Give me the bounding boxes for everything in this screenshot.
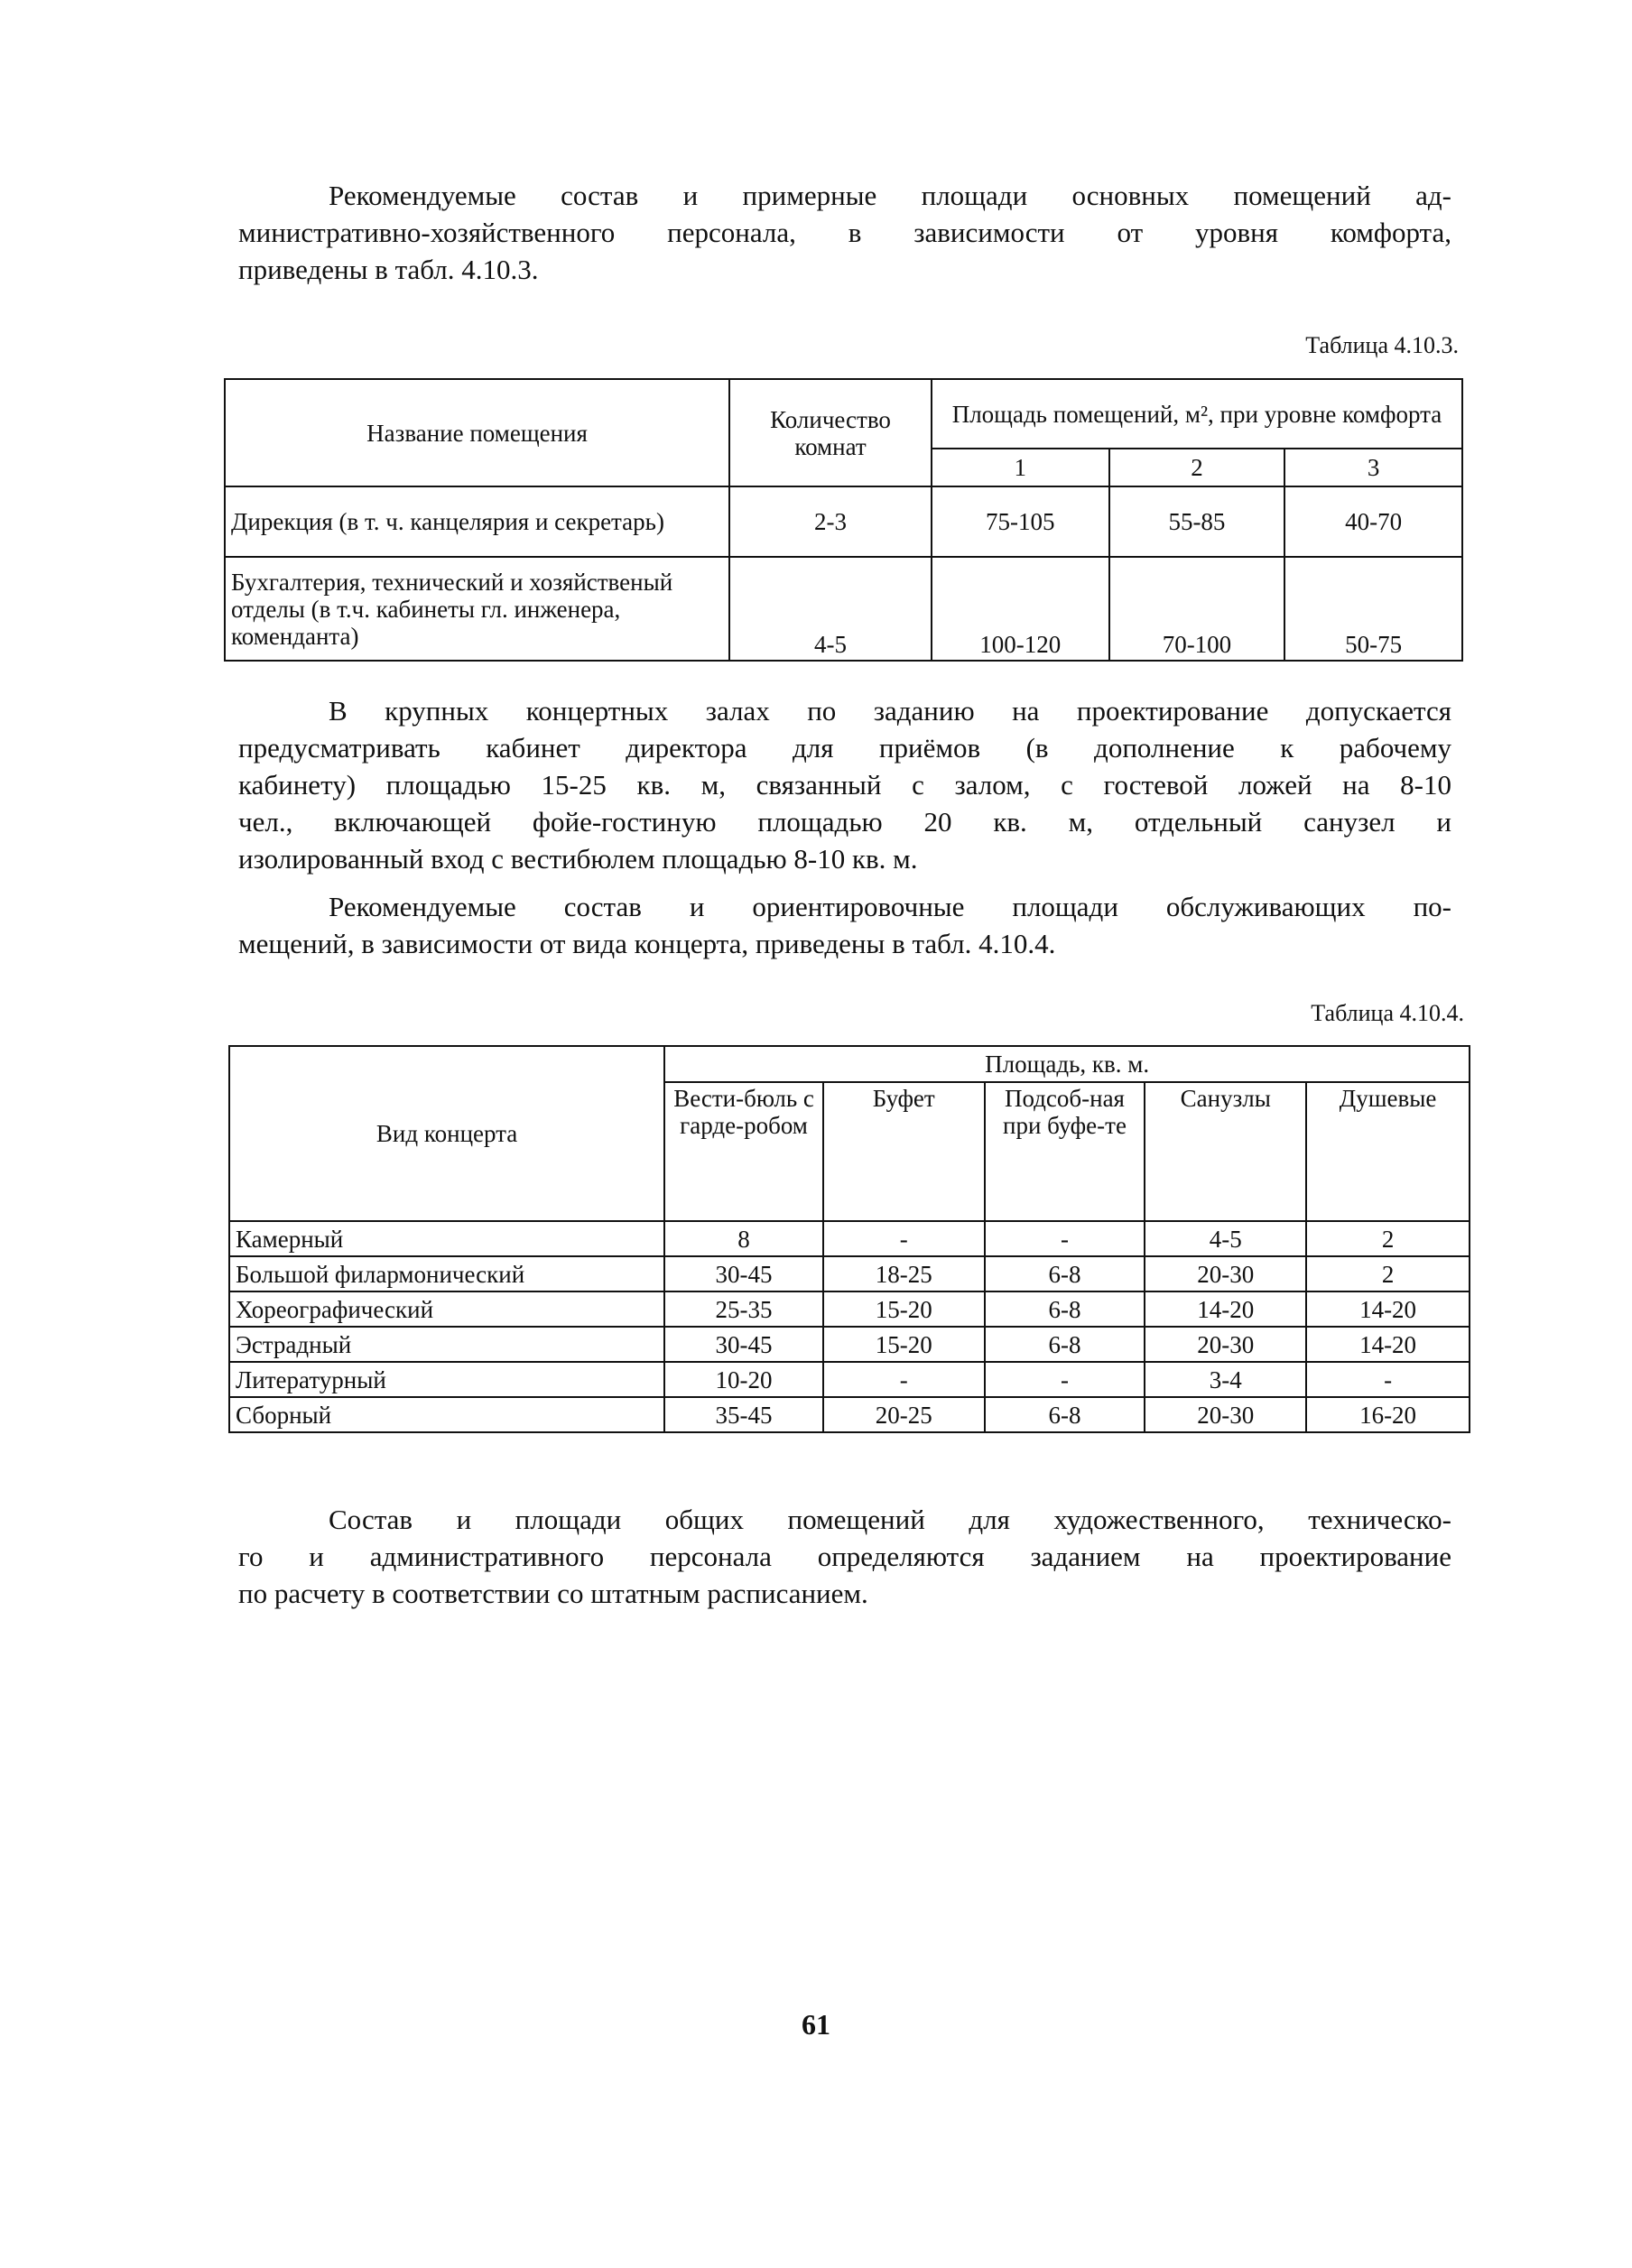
cell: -	[821, 1220, 986, 1257]
cell: -	[821, 1361, 986, 1398]
cell: 15-20	[821, 1291, 986, 1328]
row-name: Бухгалтерия, технический и хозяйственый …	[223, 556, 731, 662]
text-line: мещений, в зависимости от вида концерта,…	[238, 928, 1056, 959]
text-line: Рекомендуемые состав и ориентировочные п…	[329, 891, 1451, 922]
table-row: Хореографический 25-35 15-20 6-8 14-20 14-20	[227, 1291, 1470, 1328]
row-name: Камерный	[227, 1220, 666, 1257]
cell: 25-35	[663, 1291, 824, 1328]
table-row: Эстрадный 30-45 15-20 6-8 20-30 14-20	[227, 1326, 1470, 1363]
text-line: кабинету) площадью 15-25 кв. м, связанны…	[238, 769, 1451, 801]
text-line: Состав и площади общих помещений для худ…	[329, 1504, 1451, 1535]
cell: 55-85	[1108, 486, 1286, 558]
cell: 20-25	[821, 1396, 986, 1433]
header-level: 3	[1284, 448, 1463, 487]
cell: -	[983, 1220, 1146, 1257]
cell: 35-45	[663, 1396, 824, 1433]
header-column: Буфет	[821, 1081, 986, 1222]
cell: 6-8	[983, 1291, 1146, 1328]
header-column: Вести-бюль с гарде-робом	[663, 1081, 824, 1222]
cell: 40-70	[1284, 486, 1463, 558]
cell: 2	[1305, 1220, 1470, 1257]
cell: 14-20	[1305, 1291, 1470, 1328]
text-line: приведены в табл. 4.10.3.	[238, 254, 539, 285]
paragraph-4: Состав и площади общих помещений для худ…	[238, 1501, 1451, 1612]
row-name: Сборный	[227, 1396, 666, 1433]
header-count: Количество комнат	[728, 378, 932, 487]
cell: 4-5	[728, 556, 932, 662]
table-4-10-3-label: Таблица 4.10.3.	[1305, 332, 1459, 358]
cell: 10-20	[663, 1361, 824, 1398]
cell: 20-30	[1144, 1255, 1308, 1292]
row-name: Эстрадный	[227, 1326, 666, 1363]
header-level: 2	[1108, 448, 1286, 487]
table-row: Литературный 10-20- -3-4-	[227, 1361, 1470, 1398]
page-number: 61	[802, 2008, 830, 2041]
cell: 30-45	[663, 1326, 824, 1363]
cell: 6-8	[983, 1255, 1146, 1292]
header-area: Площадь помещений, м², при уровне комфор…	[930, 378, 1464, 449]
text-line: чел., включающей фойе-гостиную площадью …	[238, 806, 1451, 838]
cell: 3-4	[1144, 1361, 1308, 1398]
header-name: Название помещения	[223, 378, 731, 487]
table-row: Большой филармонический 30-45 18-25 6-8 20-3…	[227, 1255, 1470, 1292]
cell: 75-105	[930, 486, 1110, 558]
header-column: Санузлы	[1144, 1081, 1308, 1222]
cell: 8	[663, 1220, 824, 1257]
row-name: Литературный	[227, 1361, 666, 1398]
cell: 100-120	[930, 556, 1110, 662]
cell: 20-30	[1144, 1396, 1308, 1433]
table-4-10-4-label: Таблица 4.10.4.	[1311, 1000, 1464, 1026]
cell: 18-25	[821, 1255, 986, 1292]
table-row: Сборный 35-45 20-25 6-8 20-30 16-20	[227, 1396, 1470, 1433]
paragraph-2: В крупных концертных залах по заданию на…	[238, 692, 1451, 877]
text-line: го и административного персонала определ…	[238, 1541, 1451, 1572]
table-row: Дирекция (в т. ч. канцелярия и секретарь…	[223, 486, 1463, 558]
intro-paragraph: Рекомендуемые состав и примерные площади…	[238, 177, 1451, 288]
paragraph-3: Рекомендуемые состав и ориентировочные п…	[238, 888, 1451, 962]
cell: 2	[1305, 1255, 1470, 1292]
cell: -	[983, 1361, 1146, 1398]
table-row: Камерный 8- -4-5 2	[227, 1220, 1470, 1257]
row-name: Хореографический	[227, 1291, 666, 1328]
cell: 6-8	[983, 1326, 1146, 1363]
text-line: предусматривать кабинет директора для пр…	[238, 732, 1451, 764]
row-name: Дирекция (в т. ч. канцелярия и секретарь…	[223, 486, 731, 558]
text-line: по расчету в соответствии со штатным рас…	[238, 1578, 868, 1609]
text-line: В крупных концертных залах по заданию на…	[329, 695, 1451, 727]
cell: 4-5	[1144, 1220, 1308, 1257]
text-line: Рекомендуемые состав и примерные площади…	[329, 180, 1451, 211]
header-column: Подсоб-ная при буфе-те	[983, 1081, 1146, 1222]
cell: 20-30	[1144, 1326, 1308, 1363]
cell: 14-20	[1144, 1291, 1308, 1328]
table-4-10-4: Вид концерта Площадь, кв. м. Вести-бюль …	[227, 1045, 1470, 1433]
table-row: Бухгалтерия, технический и хозяйственый …	[223, 556, 1463, 662]
cell: 15-20	[821, 1326, 986, 1363]
cell: 2-3	[728, 486, 932, 558]
text-line: министративно-хозяйственного персонала, …	[238, 217, 1451, 248]
header-area: Площадь, кв. м.	[663, 1045, 1470, 1083]
text-line: изолированный вход с вестибюлем площадью…	[238, 843, 918, 875]
cell: 16-20	[1305, 1396, 1470, 1433]
row-name: Большой филармонический	[227, 1255, 666, 1292]
cell: 14-20	[1305, 1326, 1470, 1363]
cell: 50-75	[1284, 556, 1463, 662]
header-level: 1	[930, 448, 1110, 487]
header-type: Вид концерта	[227, 1045, 666, 1222]
cell: 30-45	[663, 1255, 824, 1292]
cell: 70-100	[1108, 556, 1286, 662]
table-4-10-3: Название помещения Количество комнат Пло…	[223, 378, 1464, 662]
cell: 6-8	[983, 1396, 1146, 1433]
cell: -	[1305, 1361, 1470, 1398]
header-column: Душевые	[1305, 1081, 1470, 1222]
